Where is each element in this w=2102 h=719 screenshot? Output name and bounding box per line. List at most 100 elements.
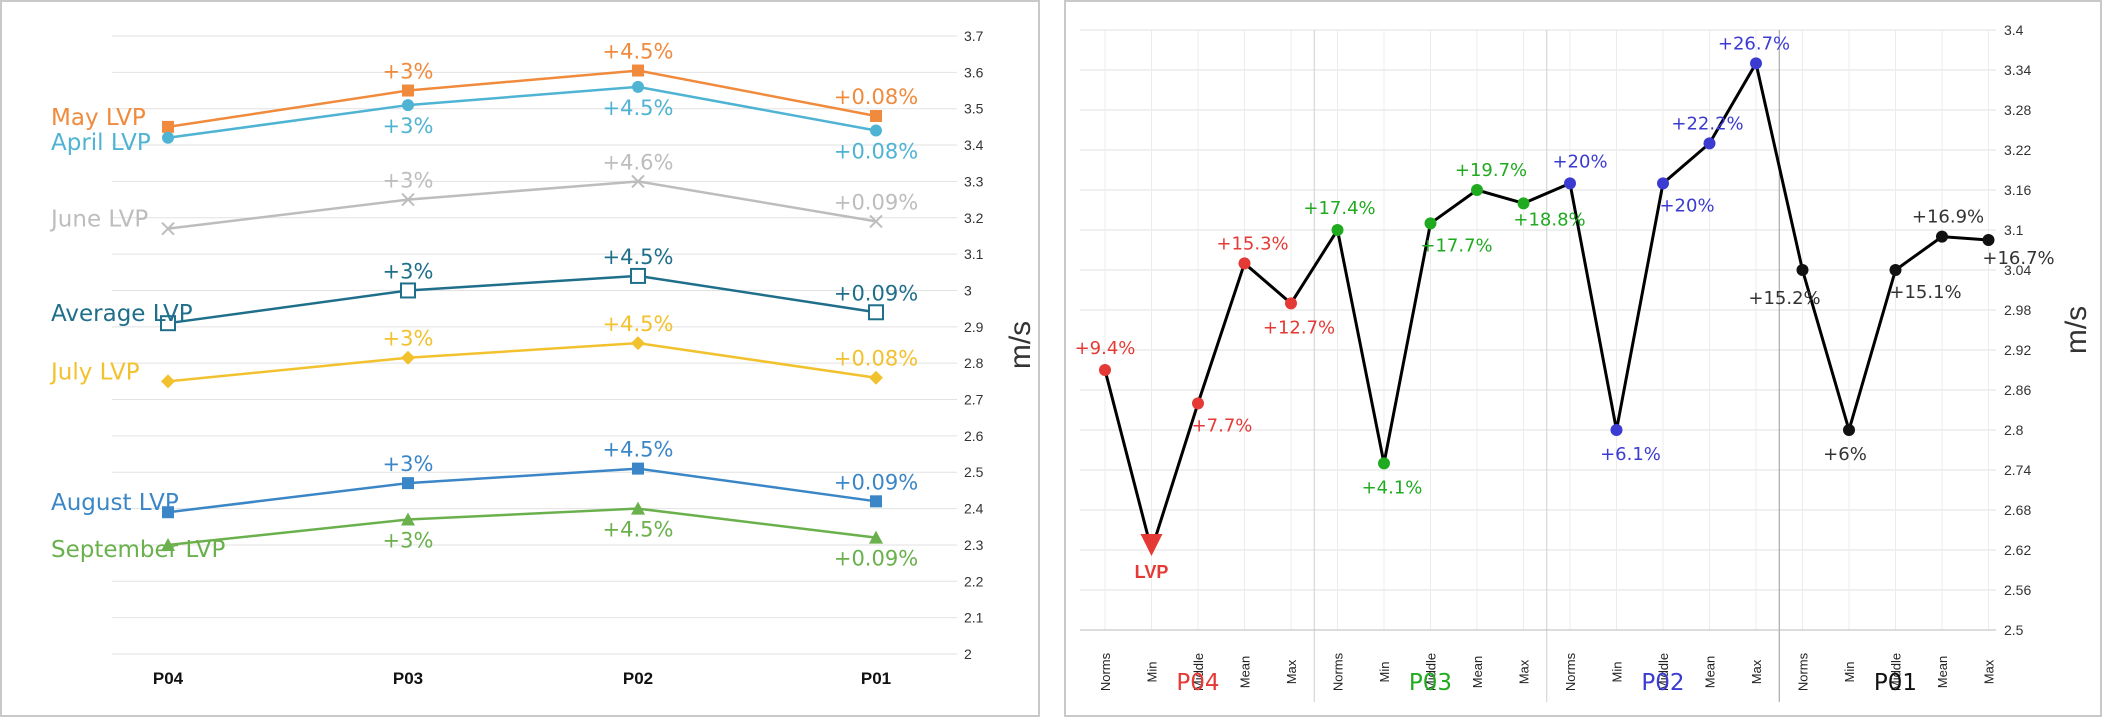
- p04-point: [1192, 397, 1204, 410]
- p03-point: [1424, 217, 1437, 230]
- august-lvp-pct-label: +3%: [383, 452, 434, 476]
- x-subcategory-label: Middle: [1889, 653, 1904, 691]
- x-subcategory-label: Min: [1842, 662, 1857, 683]
- x-subcategory-label: Middle: [1191, 653, 1206, 691]
- p01-point: [1982, 234, 1995, 246]
- p03-point: [1471, 184, 1483, 196]
- p04-pct-label: +12.7%: [1263, 317, 1335, 338]
- average-lvp-point: [160, 315, 176, 332]
- y-tick-label: 2.56: [2004, 582, 2031, 598]
- june-lvp-point: [631, 174, 645, 189]
- y-tick-label: 2.1: [964, 610, 984, 626]
- x-subcategory-label: Min: [1377, 662, 1392, 683]
- x-subcategory-label: Mean: [1703, 656, 1718, 689]
- y-tick-label: 3.1: [2004, 222, 2024, 238]
- p04-point: [1099, 364, 1111, 376]
- august-lvp-point: [632, 462, 644, 475]
- april-lvp-point: [162, 131, 174, 144]
- y-tick-label: 2.8: [2004, 422, 2024, 438]
- september-lvp-point: [161, 537, 175, 551]
- lvp-arrow-marker: [1140, 534, 1163, 556]
- p02-pct-label: +22.2%: [1671, 113, 1743, 134]
- right-chart-panel: 2.5 2.56 2.62 2.68 2.74 2.8 2.86 2.92 2.98 3.04 3.…: [1064, 0, 2102, 717]
- p01-point: [1889, 264, 1902, 276]
- june-lvp-pct-label: +4.6%: [603, 150, 674, 174]
- left-line-chart: 2 2.1 2.2 2.3 2.4 2.5 2.6 2.7 2.8 2.9 3 3.1 3.2 3.3 3.…: [49, 28, 1037, 688]
- september-lvp-point: [631, 501, 645, 515]
- y-tick-label: 2.7: [964, 392, 984, 408]
- july-lvp-point: [161, 374, 175, 389]
- y-tick-label: 3.34: [2004, 62, 2031, 78]
- p04-point: [1285, 297, 1297, 310]
- y-tick-label: 2.68: [2004, 502, 2031, 518]
- p02-point: [1610, 424, 1623, 436]
- x-category-label: P02: [623, 669, 653, 688]
- may-lvp-point: [870, 109, 882, 122]
- april-lvp-series-label: April LVP: [51, 130, 151, 156]
- y-tick-label: 2.74: [2004, 462, 2031, 478]
- july-lvp-line: [167, 341, 877, 383]
- y-tick-label: 2.9: [964, 319, 984, 335]
- y-tick-label: 3.16: [2004, 182, 2031, 198]
- july-lvp-pct-label: +4.5%: [603, 312, 674, 336]
- x-subcategory-label: Norms: [1563, 652, 1578, 691]
- august-lvp-line: [167, 467, 877, 514]
- p01-pct-label: +16.7%: [1982, 248, 2054, 269]
- group-label-p02: P02: [1641, 670, 1684, 696]
- september-lvp-series-label: September LVP: [51, 537, 225, 563]
- june-lvp-series-label: June LVP: [49, 207, 148, 233]
- p03-pct-label: +18.8%: [1513, 209, 1585, 230]
- y-tick-label: 3.1: [964, 246, 984, 262]
- april-lvp-point: [632, 80, 644, 93]
- y-tick-label: 2.3: [964, 537, 984, 553]
- august-lvp-pct-label: +4.5%: [603, 438, 674, 462]
- p04-pct-label: +7.7%: [1192, 415, 1253, 436]
- april-lvp-pct-label: +0.08%: [834, 140, 918, 164]
- september-lvp-point: [869, 530, 883, 544]
- p02-point: [1564, 177, 1576, 190]
- august-lvp-point: [402, 477, 414, 490]
- p04-pct-label: +15.3%: [1216, 233, 1288, 254]
- group-label-p03: P03: [1409, 670, 1452, 696]
- july-lvp-series-label: July LVP: [49, 359, 140, 385]
- may-lvp-point: [402, 84, 414, 97]
- y-tick-label: 2.2: [964, 573, 984, 589]
- p02-point: [1703, 137, 1716, 150]
- lvp-annotation: LVP: [1135, 562, 1169, 582]
- average-lvp-pct-label: +3%: [383, 259, 434, 283]
- july-lvp-pct-label: +0.08%: [834, 347, 918, 371]
- x-category-label: P03: [393, 669, 423, 688]
- p02-pct-label: +20%: [1659, 195, 1714, 216]
- average-lvp-line: [167, 274, 877, 325]
- may-lvp-pct-label: +3%: [383, 60, 434, 84]
- y-tick-label: 3.28: [2004, 102, 2031, 118]
- p03-point: [1331, 224, 1344, 236]
- september-lvp-point: [401, 512, 415, 526]
- june-lvp-point: [161, 221, 175, 236]
- y-tick-label: 2.86: [2004, 382, 2031, 398]
- y-tick-label: 3.7: [964, 28, 984, 44]
- x-category-label: P04: [153, 669, 184, 688]
- y-tick-label: 3.2: [964, 210, 984, 226]
- may-lvp-pct-label: +4.5%: [603, 40, 674, 64]
- x-subcategory-label: Max: [1284, 659, 1299, 684]
- august-lvp-point: [162, 506, 174, 519]
- y-tick-label: 3.4: [964, 137, 984, 153]
- x-subcategory-label: Mean: [1238, 656, 1253, 689]
- y-tick-label: 3.22: [2004, 142, 2031, 158]
- may-lvp-pct-label: +0.08%: [834, 85, 918, 109]
- september-lvp-pct-label: +4.5%: [603, 518, 674, 542]
- y-tick-label: 2.4: [964, 501, 984, 517]
- september-lvp-pct-label: +0.09%: [834, 547, 918, 571]
- p01-pct-label: +15.2%: [1748, 288, 1820, 309]
- p01-point: [1843, 424, 1855, 436]
- p01-pct-label: +6%: [1823, 444, 1867, 465]
- x-subcategory-label: Max: [1982, 659, 1997, 684]
- p04-pct-label: +9.4%: [1075, 338, 1136, 359]
- april-lvp-line: [167, 85, 877, 140]
- april-lvp-pct-label: +4.5%: [603, 96, 674, 120]
- average-lvp-pct-label: +0.09%: [834, 281, 918, 305]
- x-subcategory-label: Mean: [1470, 656, 1485, 689]
- average-lvp-point: [400, 282, 416, 299]
- y-tick-label: 2.8: [964, 355, 984, 371]
